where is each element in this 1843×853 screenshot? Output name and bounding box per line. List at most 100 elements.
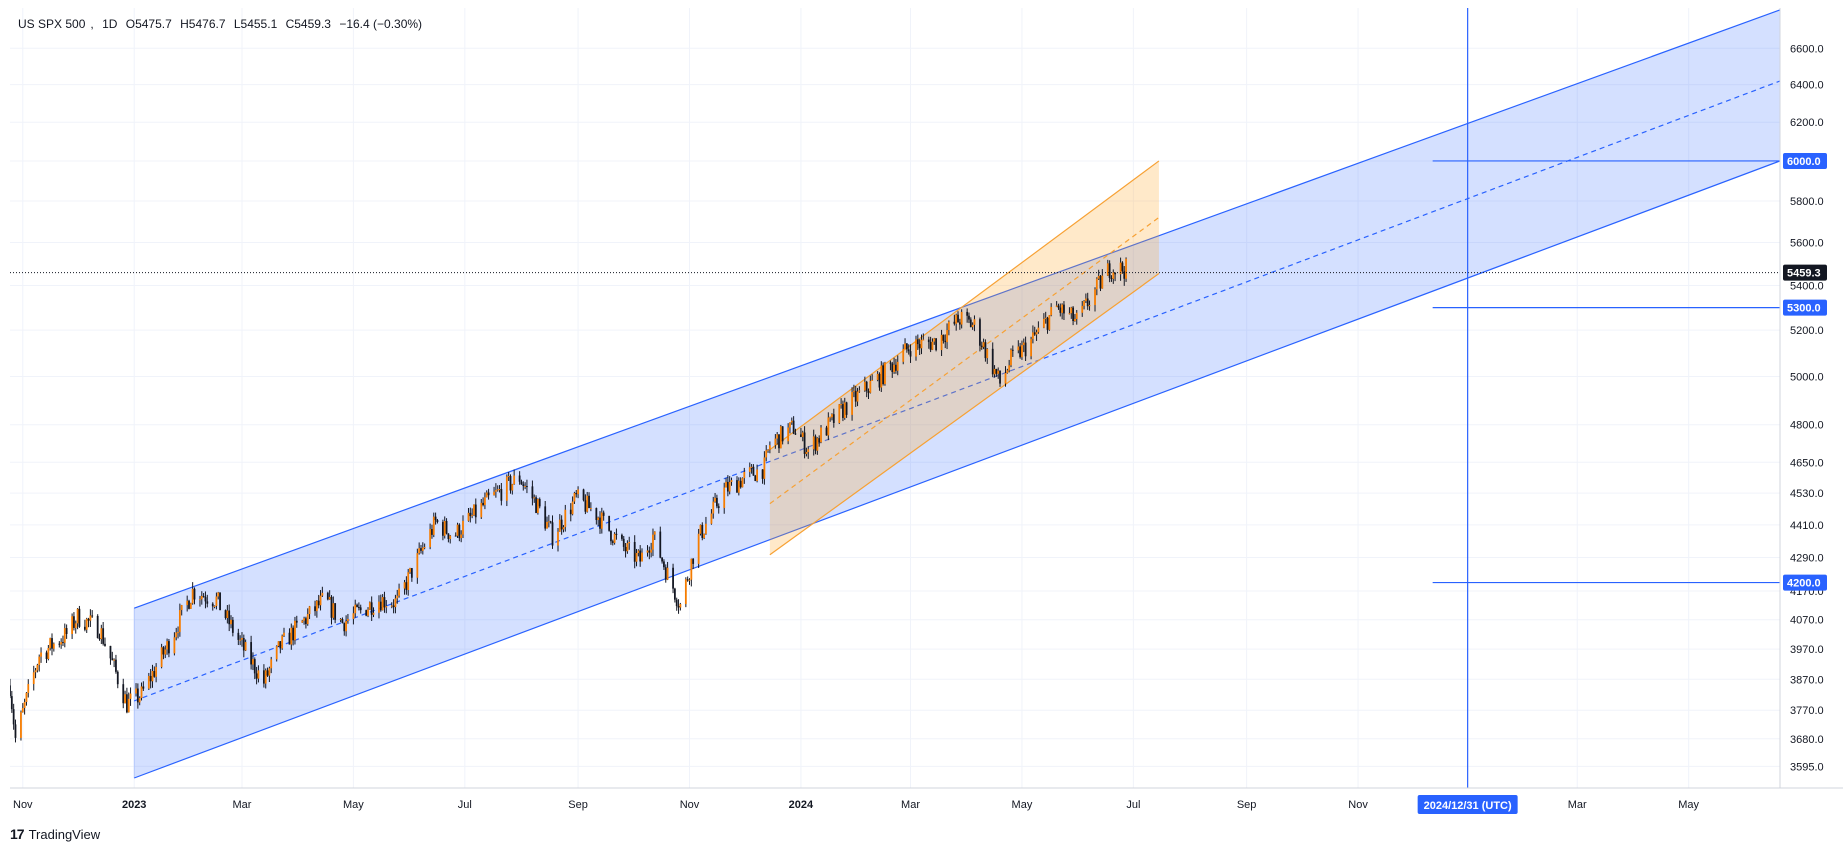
- candle-body: [160, 647, 163, 668]
- price-tick-label: 3595.0: [1790, 761, 1824, 773]
- candle-body: [818, 438, 821, 443]
- candle-body: [918, 344, 921, 349]
- candle-body: [741, 478, 744, 488]
- candle-body: [774, 438, 777, 446]
- candle-body: [637, 550, 640, 553]
- candle-body: [71, 616, 74, 635]
- candle-body: [193, 588, 196, 600]
- candle-body: [880, 365, 883, 388]
- candle-body: [407, 572, 410, 591]
- candle-body: [767, 449, 769, 451]
- candle-body: [569, 509, 572, 515]
- candle-body: [589, 508, 592, 510]
- blue-channel-lower-line[interactable]: [133, 146, 1820, 779]
- price-level-tag-label: 6000.0: [1787, 156, 1821, 168]
- candle-body: [186, 600, 189, 606]
- candle-body: [140, 686, 143, 699]
- candle-body: [551, 522, 554, 546]
- candle-body: [155, 667, 158, 677]
- candle-body: [104, 643, 106, 646]
- candle-body: [991, 348, 994, 375]
- candle-body: [10, 685, 11, 697]
- price-tick-label: 6400.0: [1790, 80, 1824, 92]
- date-marker-tag-label: 2024/12/31 (UTC): [1424, 800, 1512, 812]
- annotation-lines[interactable]: [10, 8, 1780, 788]
- candle-body: [845, 402, 848, 415]
- candle-body: [756, 469, 758, 481]
- candle-body: [1050, 306, 1053, 316]
- orange-channel-lower-line[interactable]: [769, 273, 1160, 556]
- candle-body: [281, 635, 284, 649]
- candle-body: [820, 427, 822, 443]
- time-tick-label: Nov: [13, 799, 33, 811]
- candle-body: [124, 694, 126, 704]
- candle-body: [922, 339, 925, 341]
- price-tick-label: 4290.0: [1790, 553, 1824, 565]
- candle-body: [405, 582, 408, 591]
- candle-body: [359, 607, 362, 611]
- price-axis[interactable]: 6600.0 6400.0 6200.0 6000.0 5800.0 5600.0 5400…: [1790, 43, 1824, 773]
- candle-body: [905, 343, 908, 350]
- candle-body: [467, 512, 470, 521]
- candle-body: [85, 618, 88, 630]
- candle-body: [215, 596, 218, 606]
- symbol-name[interactable]: US SPX 500: [18, 17, 86, 31]
- time-tick-label: Nov: [1348, 799, 1368, 811]
- candle-body: [946, 330, 948, 343]
- blue-channel-fill[interactable]: [134, 9, 1780, 778]
- candle-body: [600, 512, 603, 529]
- candle-body: [838, 404, 841, 423]
- candle-body: [1110, 277, 1113, 279]
- candle-body: [825, 427, 828, 436]
- channel-drawings[interactable]: [133, 0, 1820, 779]
- candle-body: [710, 513, 713, 524]
- tradingview-brand[interactable]: 17 TradingView: [10, 826, 100, 842]
- candle-body: [241, 638, 243, 640]
- candle-body: [748, 467, 751, 472]
- candle-body: [345, 621, 347, 632]
- blue-channel-mid-line[interactable]: [133, 66, 1820, 702]
- candle-body: [1017, 346, 1020, 351]
- candle-body: [500, 489, 503, 501]
- candle-body: [1088, 305, 1091, 307]
- candle-body: [661, 557, 664, 562]
- candle-body: [1037, 327, 1040, 333]
- candle-body: [854, 390, 857, 402]
- candle-body: [743, 471, 746, 479]
- candle-body: [485, 492, 488, 498]
- candle-body: [173, 637, 176, 654]
- candle-body: [513, 475, 516, 485]
- candle-body: [1097, 275, 1100, 279]
- candle-body: [321, 592, 324, 596]
- candle-body: [701, 524, 704, 538]
- candle-body: [1072, 307, 1074, 322]
- candle-body: [1094, 289, 1096, 306]
- candle-body: [639, 550, 642, 562]
- candle-body: [23, 702, 26, 709]
- candle-body: [865, 381, 868, 392]
- orange-channel-upper-line[interactable]: [769, 160, 1160, 451]
- candle-body: [1061, 304, 1064, 313]
- candle-body: [893, 364, 895, 372]
- time-axis[interactable]: Nov 2023 Mar May Jul Sep Nov 2024 Mar May Jul Sep No…: [13, 799, 1700, 811]
- candle-body: [511, 484, 514, 491]
- candle-body: [314, 606, 316, 612]
- candle-body: [739, 480, 742, 488]
- candle-body: [89, 615, 92, 621]
- candle-body: [204, 597, 207, 602]
- candle-body: [255, 673, 258, 679]
- candle-body: [1011, 349, 1014, 351]
- candle-body: [765, 450, 768, 458]
- candle-body: [1081, 305, 1084, 313]
- interval-label[interactable]: 1D: [102, 17, 118, 31]
- orange-channel-fill[interactable]: [769, 160, 1159, 555]
- candle-body: [330, 596, 333, 618]
- blue-channel-upper-line[interactable]: [134, 0, 1820, 609]
- candle-body: [942, 334, 945, 341]
- candle-body: [876, 373, 879, 380]
- candle-body: [51, 638, 53, 649]
- candle-body: [535, 497, 537, 513]
- candle-body: [858, 390, 861, 392]
- candle-body: [955, 314, 958, 324]
